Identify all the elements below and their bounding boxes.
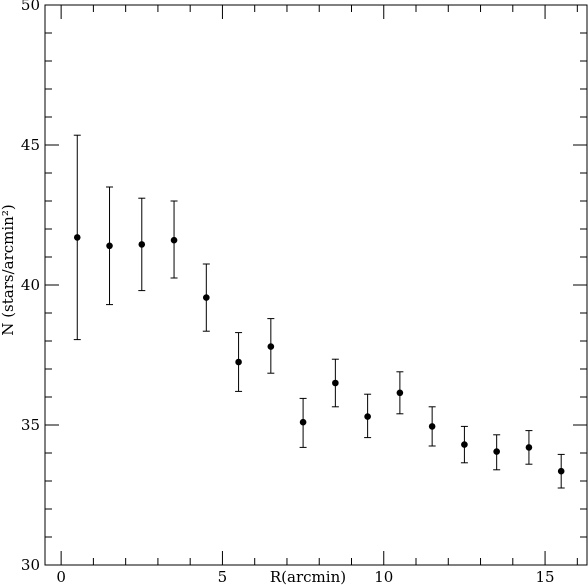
x-tick-label: 15: [536, 568, 555, 585]
x-tick-label: 5: [218, 568, 228, 585]
data-points: [73, 234, 565, 475]
x-tick-label: 0: [56, 568, 66, 585]
y-tick-label: 40: [21, 276, 40, 294]
data-point: [332, 379, 339, 387]
data-point: [106, 242, 113, 250]
data-point: [267, 343, 275, 350]
axis-ticks: [45, 4, 587, 566]
error-bars: [73, 134, 565, 489]
plot-border: [44, 4, 588, 566]
y-tick-label: 45: [21, 136, 40, 154]
data-point: [557, 467, 565, 475]
data-point: [170, 236, 178, 244]
data-point: [203, 294, 210, 301]
y-tick-label: 35: [21, 416, 40, 434]
data-point: [428, 423, 436, 430]
x-tick-label: 10: [374, 568, 393, 585]
y-tick-label: 50: [21, 0, 40, 14]
data-point: [461, 441, 468, 448]
data-point: [493, 448, 500, 455]
y-tick-labels: 30 35 40 45 50: [21, 0, 40, 574]
data-point: [299, 418, 307, 426]
plot-frame: [44, 4, 588, 566]
x-tick-labels: 0 5 10 15: [56, 568, 554, 585]
data-point: [396, 389, 404, 397]
y-axis-label: N (stars/arcmin²): [0, 204, 17, 335]
data-point: [73, 234, 81, 241]
data-point: [235, 358, 242, 366]
data-point: [364, 413, 371, 420]
x-axis-label: R(arcmin): [270, 568, 346, 585]
data-point: [525, 444, 533, 451]
data-point: [138, 241, 146, 248]
y-tick-label: 30: [21, 556, 40, 574]
